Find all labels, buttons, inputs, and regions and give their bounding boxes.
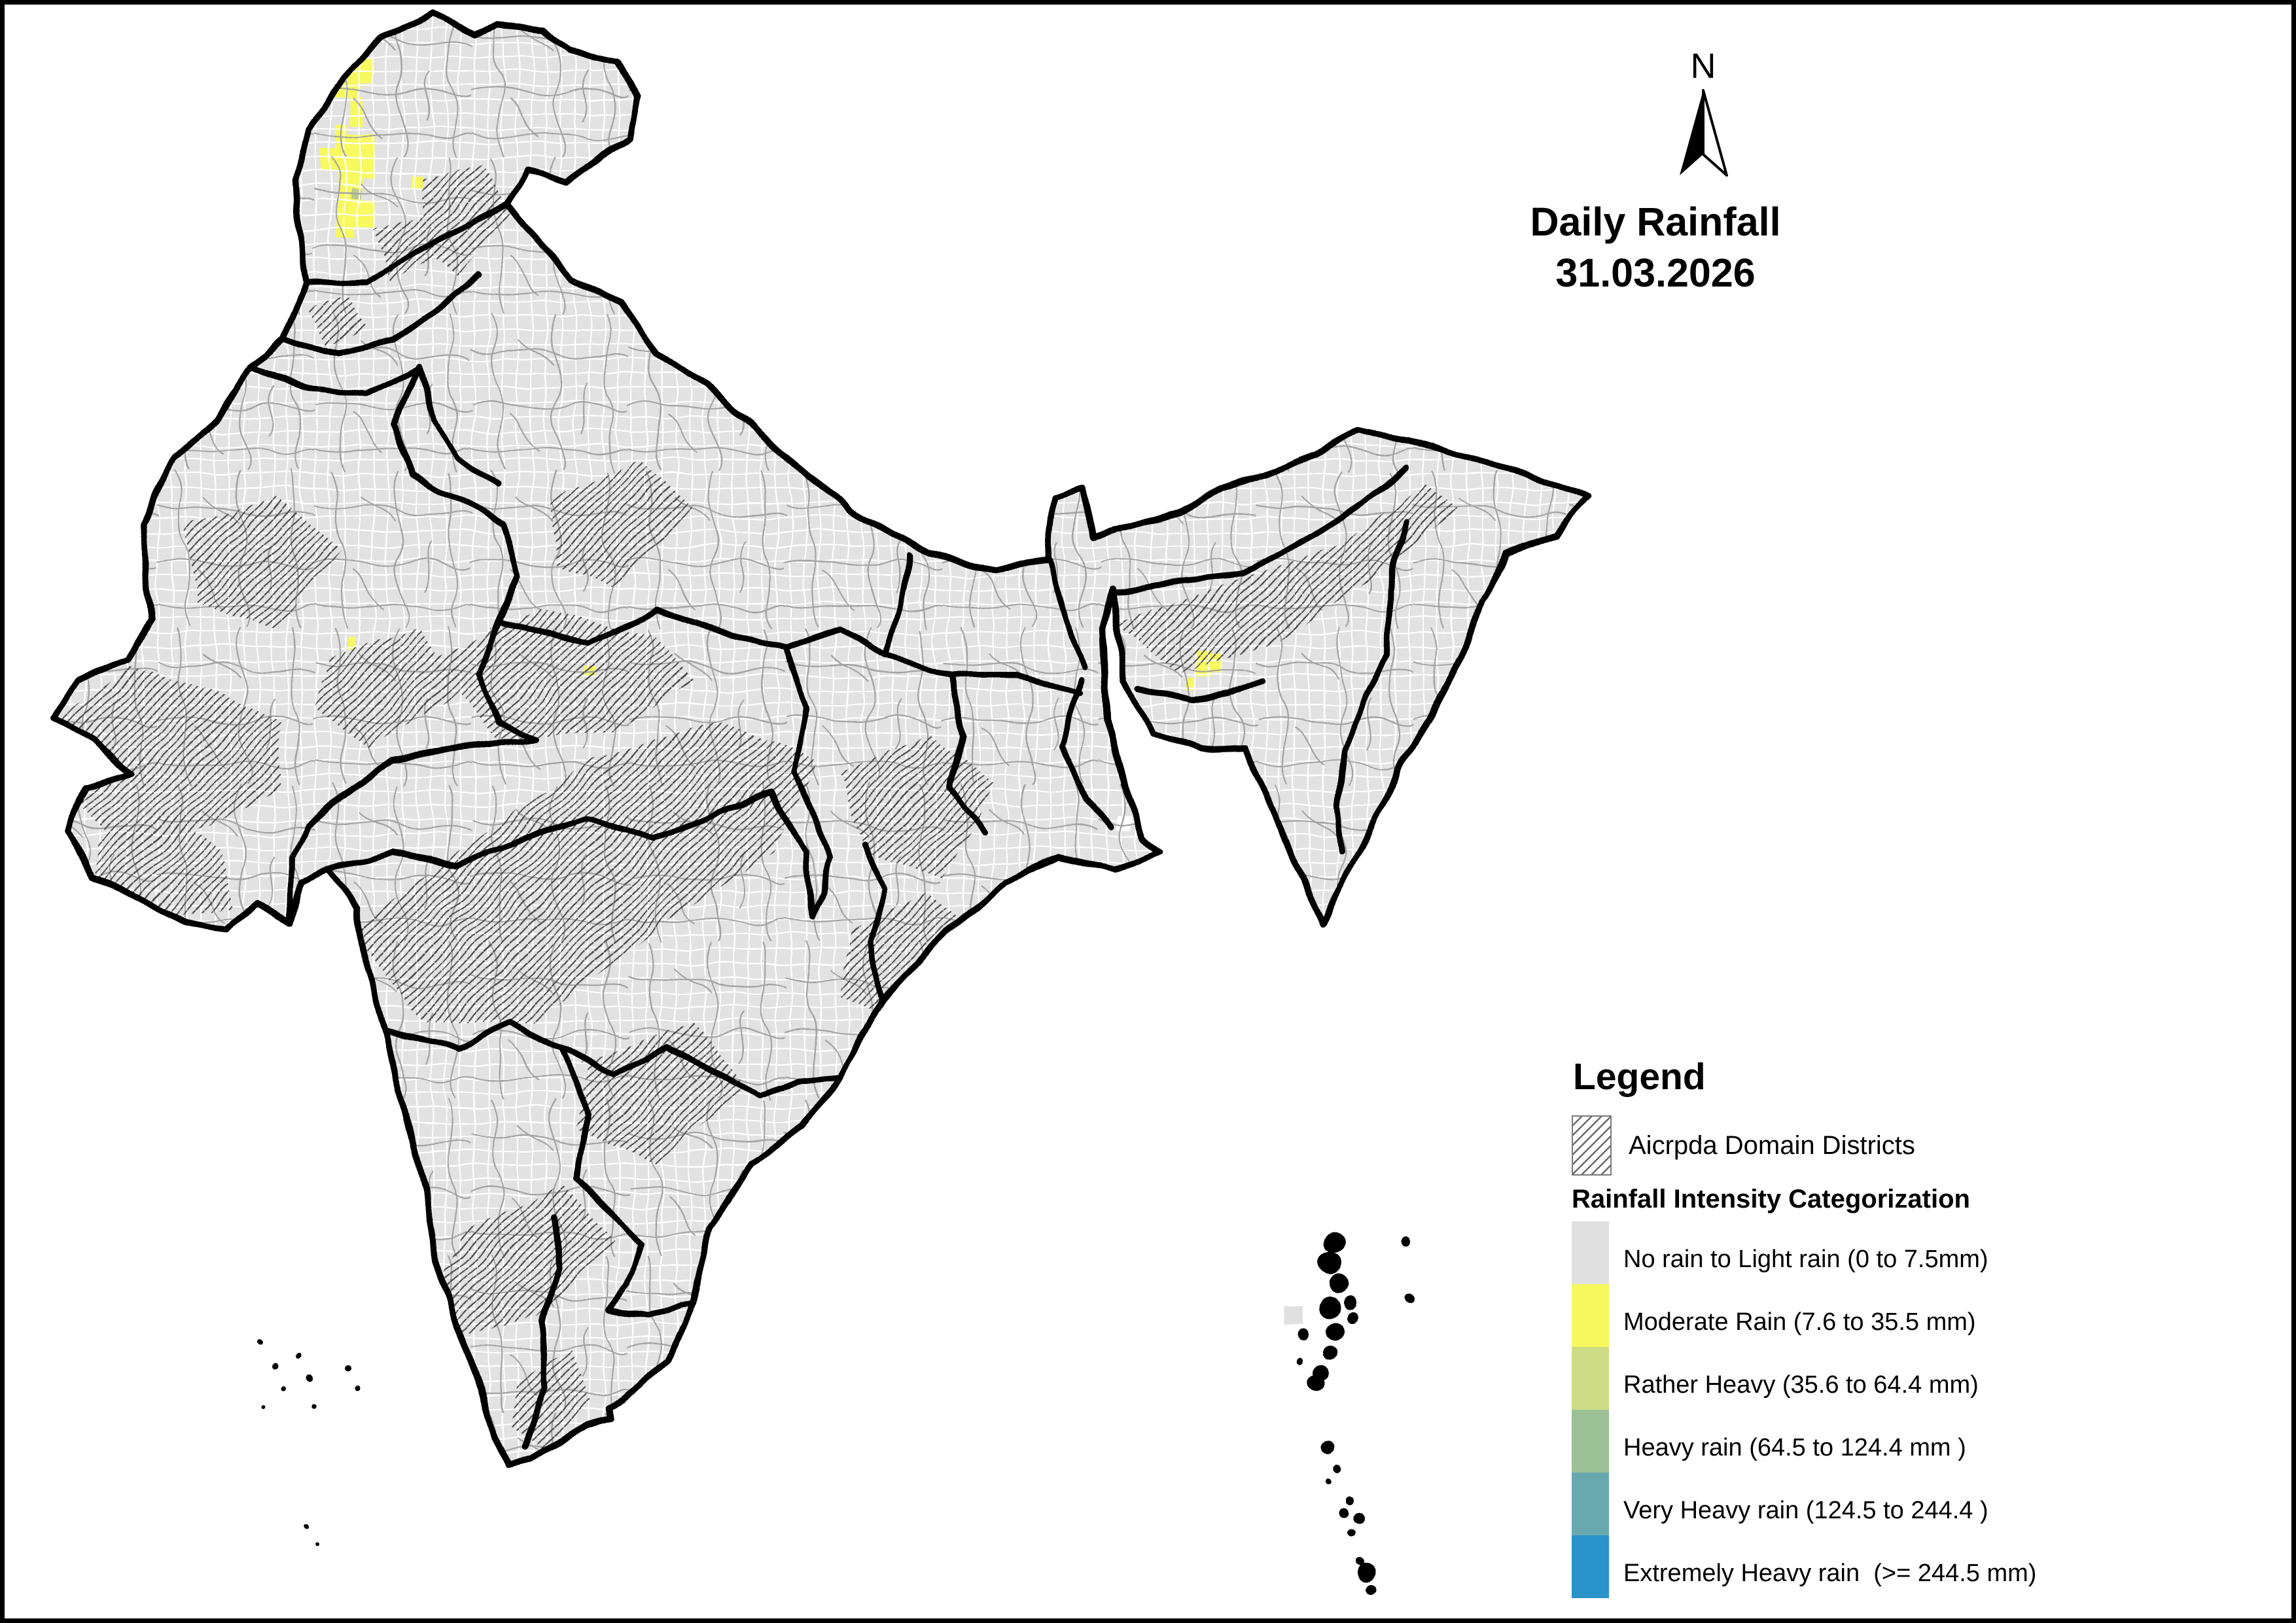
legend-item: Heavy rain (64.5 to 124.4 mm ) [1572, 1410, 2278, 1473]
color-swatch-extremely-heavy [1572, 1535, 1609, 1598]
color-swatch-moderate [1572, 1284, 1609, 1347]
legend-item: Moderate Rain (7.6 to 35.5 mm) [1572, 1284, 2278, 1347]
legend-item: Extremely Heavy rain (>= 244.5 mm) [1572, 1535, 2278, 1598]
north-arrow-icon [1680, 89, 1728, 177]
color-swatch-very-heavy [1572, 1473, 1609, 1535]
india-outline [50, 10, 1592, 1469]
color-swatch-no-rain [1572, 1221, 1609, 1284]
lakshadweep-islands [258, 1340, 360, 1547]
state-boundaries [247, 201, 1410, 1452]
legend-label: Heavy rain (64.5 to 124.4 mm ) [1623, 1433, 1966, 1461]
legend-label: Aicrpda Domain Districts [1629, 1130, 1915, 1160]
legend-label: Extremely Heavy rain (>= 244.5 mm) [1623, 1559, 2037, 1587]
india-landmass [54, 13, 1589, 1465]
map-title: Daily Rainfall 31.03.2026 [1472, 196, 1839, 298]
map-title-line2: 31.03.2026 [1555, 251, 1756, 296]
rainfall-intensity-heading: Rainfall Intensity Categorization [1572, 1185, 1970, 1213]
legend-label: Very Heavy rain (124.5 to 244.4 ) [1623, 1496, 1988, 1524]
legend-item: Very Heavy rain (124.5 to 244.4 ) [1572, 1473, 2278, 1535]
legend-label: Rather Heavy (35.6 to 64.4 mm) [1623, 1370, 1979, 1399]
color-swatch-heavy [1572, 1410, 1609, 1473]
color-swatch-rather-heavy [1572, 1347, 1609, 1410]
aicrpda-hatch-swatch [1572, 1115, 1612, 1176]
andaman-nicobar-islands [1284, 1231, 1414, 1594]
north-arrow: N [1665, 48, 1742, 179]
legend-label: No rain to Light rain (0 to 7.5mm) [1623, 1245, 1988, 1273]
legend-item: No rain to Light rain (0 to 7.5mm) [1572, 1221, 2278, 1284]
legend-item: Rather Heavy (35.6 to 64.4 mm) [1572, 1347, 2278, 1410]
north-label: N [1690, 46, 1716, 86]
district-boundaries [54, 13, 1589, 1465]
legend-item-aicrpda: Aicrpda Domain Districts [1572, 1115, 2278, 1176]
map-title-line1: Daily Rainfall [1530, 200, 1781, 244]
legend-heading: Legend [1573, 1056, 1706, 1098]
legend: Legend Aicrpda Domain Districts Rainfall… [1572, 1058, 2278, 1598]
legend-label: Moderate Rain (7.6 to 35.5 mm) [1623, 1308, 1976, 1336]
